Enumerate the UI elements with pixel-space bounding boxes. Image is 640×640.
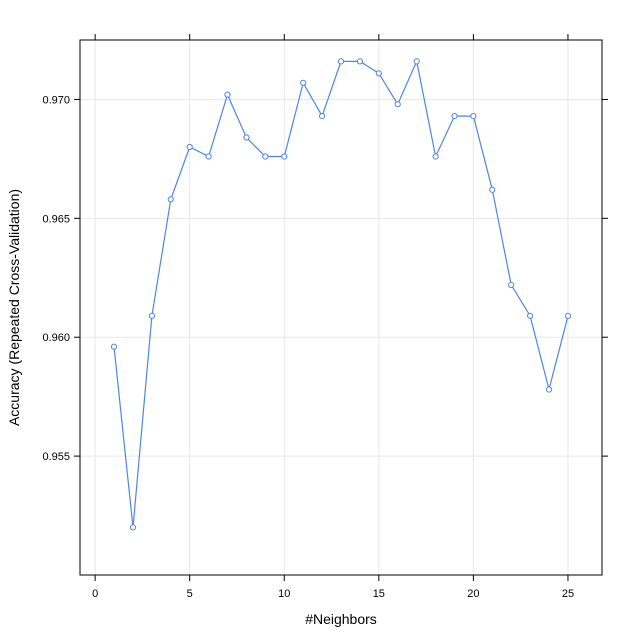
y-axis-title: Accuracy (Repeated Cross-Validation) [6,189,22,426]
series-line [113,59,569,528]
data-point [527,312,534,319]
data-point [129,524,137,531]
data-point [545,386,553,393]
data-point [451,113,458,120]
data-point [337,58,345,65]
y-tick-label: 0.960 [42,332,70,344]
data-point [489,186,496,193]
x-axis-title: #Neighbors [305,611,377,627]
data-point [167,196,174,203]
x-tick-label: 10 [278,588,290,600]
data-point [243,134,250,141]
y-tick-label: 0.970 [42,94,70,106]
data-point [300,79,307,86]
y-tick-label: 0.965 [42,213,70,225]
data-point [319,113,326,120]
grid [80,40,602,575]
data-point [394,101,401,108]
data-point [148,312,155,319]
y-tick-label: 0.955 [42,451,70,463]
series-group [110,58,572,531]
data-point [356,58,363,65]
data-point [470,113,477,120]
data-point [186,143,193,151]
x-tick-label: 20 [467,588,479,600]
data-point [110,343,118,350]
x-tick-label: 0 [92,588,98,600]
data-point [281,153,288,160]
data-point [508,281,515,288]
x-tick-label: 25 [562,588,574,600]
data-point [224,91,231,98]
plot-frame [79,39,603,576]
data-point [205,153,212,160]
data-point [375,70,382,77]
data-point [413,58,420,65]
x-tick-label: 5 [187,588,193,600]
axis-ticks: 0.955 0.960 0.965 0.970 0 5 10 15 20 25 [42,34,608,600]
data-point [564,312,572,319]
x-tick-label: 15 [373,588,385,600]
data-point [432,153,439,160]
data-point [262,153,269,160]
